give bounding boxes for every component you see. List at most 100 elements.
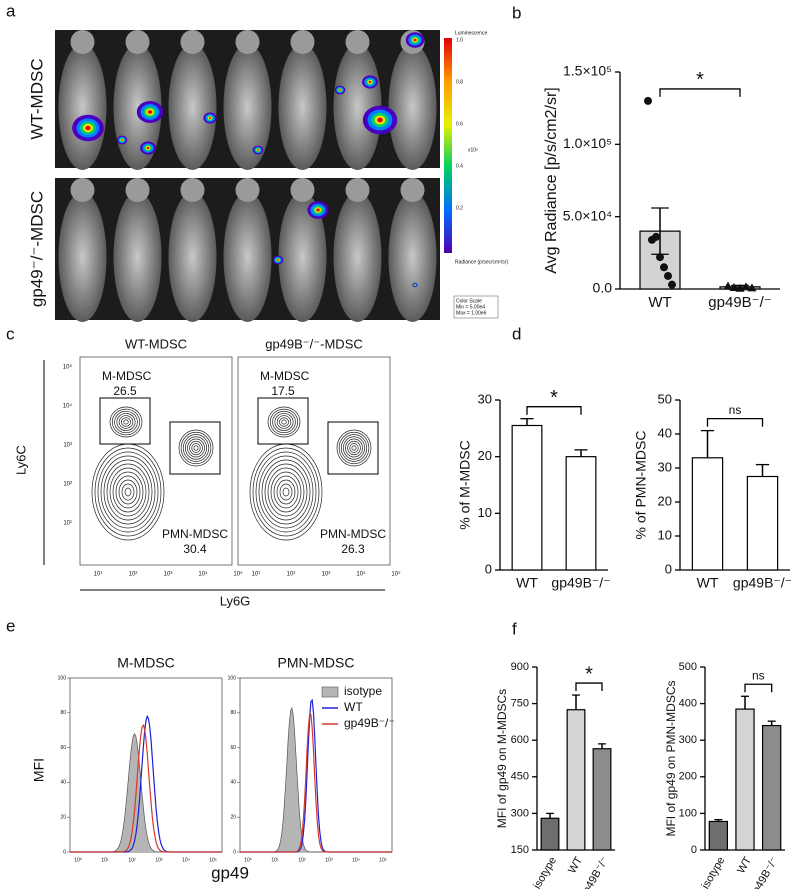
y-tick-label: 10¹ [63, 521, 72, 527]
y-label: MFI [31, 758, 47, 782]
gate [169, 421, 221, 475]
contour [347, 440, 361, 456]
y-tick-label: 200 [679, 771, 697, 783]
panel-letter: c [6, 324, 15, 343]
y-tick-label: 100 [58, 675, 67, 681]
x-tick-label: WT [566, 855, 585, 876]
plot-frame [237, 356, 391, 566]
contour [273, 475, 299, 509]
contour [276, 415, 292, 429]
panel-letter: f [512, 619, 517, 638]
contour [91, 443, 165, 541]
y-tick-label: 40 [230, 780, 236, 786]
contour [258, 455, 314, 529]
data-point [652, 232, 660, 241]
significance-bracket [659, 88, 741, 97]
gate-name: M-MDSC [102, 369, 152, 383]
y-tick-label: 40 [658, 425, 672, 440]
contour [182, 434, 210, 462]
legend-label: gp49B⁻/⁻ [344, 716, 395, 730]
mouse [388, 44, 437, 170]
data-point [747, 283, 757, 292]
signal [339, 89, 341, 91]
scale-text: Color Scale [456, 298, 482, 304]
x-tick-label: gp49B⁻/⁻ [733, 575, 792, 591]
signal [413, 38, 417, 42]
data-point [741, 282, 751, 291]
y-label: Avg Radiance [p/s/cm2/sr] [543, 87, 560, 273]
x-tick-label: 10⁴ [352, 857, 360, 863]
contour [114, 410, 138, 434]
contour [124, 487, 132, 497]
colorbar-tick: 0.2 [456, 205, 463, 211]
bar [691, 457, 724, 571]
x-tick-label: 10² [129, 572, 138, 578]
x-tick-label: WT [516, 575, 538, 591]
contour [100, 455, 156, 529]
contour [191, 443, 201, 453]
mouse-head [125, 178, 150, 202]
y-tick-label: 450 [511, 771, 529, 783]
gate-name: PMN-MDSC [162, 527, 228, 541]
contour [343, 436, 365, 460]
legend-label: WT [344, 700, 363, 714]
y-label: MFI of gp49 on PMN-MDSCs [664, 680, 678, 836]
bar [566, 709, 586, 851]
contour [264, 463, 308, 521]
significance-bracket [526, 406, 582, 415]
y-tick-label: 10 [478, 505, 492, 520]
bar [708, 820, 728, 851]
mouse-head [180, 30, 205, 54]
signal [147, 110, 153, 114]
row-label: WT-MDSC [27, 58, 46, 139]
contour [351, 445, 357, 451]
contour [349, 443, 359, 453]
contour [272, 410, 296, 434]
histogram-curve [70, 732, 222, 853]
mouse [278, 192, 327, 322]
contour [269, 408, 299, 436]
mouse-head [235, 30, 260, 54]
y-tick-label: 30 [478, 391, 492, 406]
mouse-head [290, 178, 315, 202]
colorbar-unit: x10⁶ [468, 147, 478, 153]
contour [267, 406, 301, 438]
contour [111, 408, 141, 436]
gate-name: M-MDSC [260, 369, 310, 383]
x-tick-label: 10² [128, 857, 136, 863]
contour [94, 447, 162, 537]
mouse [388, 192, 437, 322]
y-tick-label: 600 [511, 734, 529, 746]
y-tick-label: 1.0×10⁵ [563, 135, 612, 151]
panel-letter: e [6, 616, 15, 635]
y-tick-label: 300 [511, 807, 529, 819]
mouse-head [180, 178, 205, 202]
significance-label: ns [752, 668, 765, 682]
x-tick-label: gp49B⁻/⁻ [551, 575, 610, 591]
signal [277, 259, 279, 261]
y-label: % of M-MDSC [457, 440, 473, 529]
contour [261, 459, 311, 525]
significance-label: ns [729, 403, 742, 417]
bar [511, 424, 543, 571]
contour [336, 429, 372, 467]
contour [282, 487, 290, 497]
gate-name: PMN-MDSC [320, 527, 386, 541]
gate-value: 26.5 [113, 384, 137, 398]
contour [345, 438, 363, 458]
y-label: Ly6C [13, 445, 28, 475]
y-tick-label: 20 [230, 815, 236, 821]
contour [252, 447, 320, 537]
plot-title: WT-MDSC [125, 336, 187, 351]
x-tick-label: 10¹ [271, 857, 279, 863]
contour [118, 479, 138, 505]
y-tick-label: 30 [658, 459, 672, 474]
mouse-head [290, 30, 315, 54]
data-point [723, 281, 733, 290]
x-tick-label: WT [735, 855, 754, 876]
y-tick-label: 10⁴ [63, 403, 73, 410]
contour [121, 483, 135, 501]
data-point [729, 283, 739, 292]
y-tick-label: 0 [665, 561, 672, 576]
signal [368, 80, 372, 84]
